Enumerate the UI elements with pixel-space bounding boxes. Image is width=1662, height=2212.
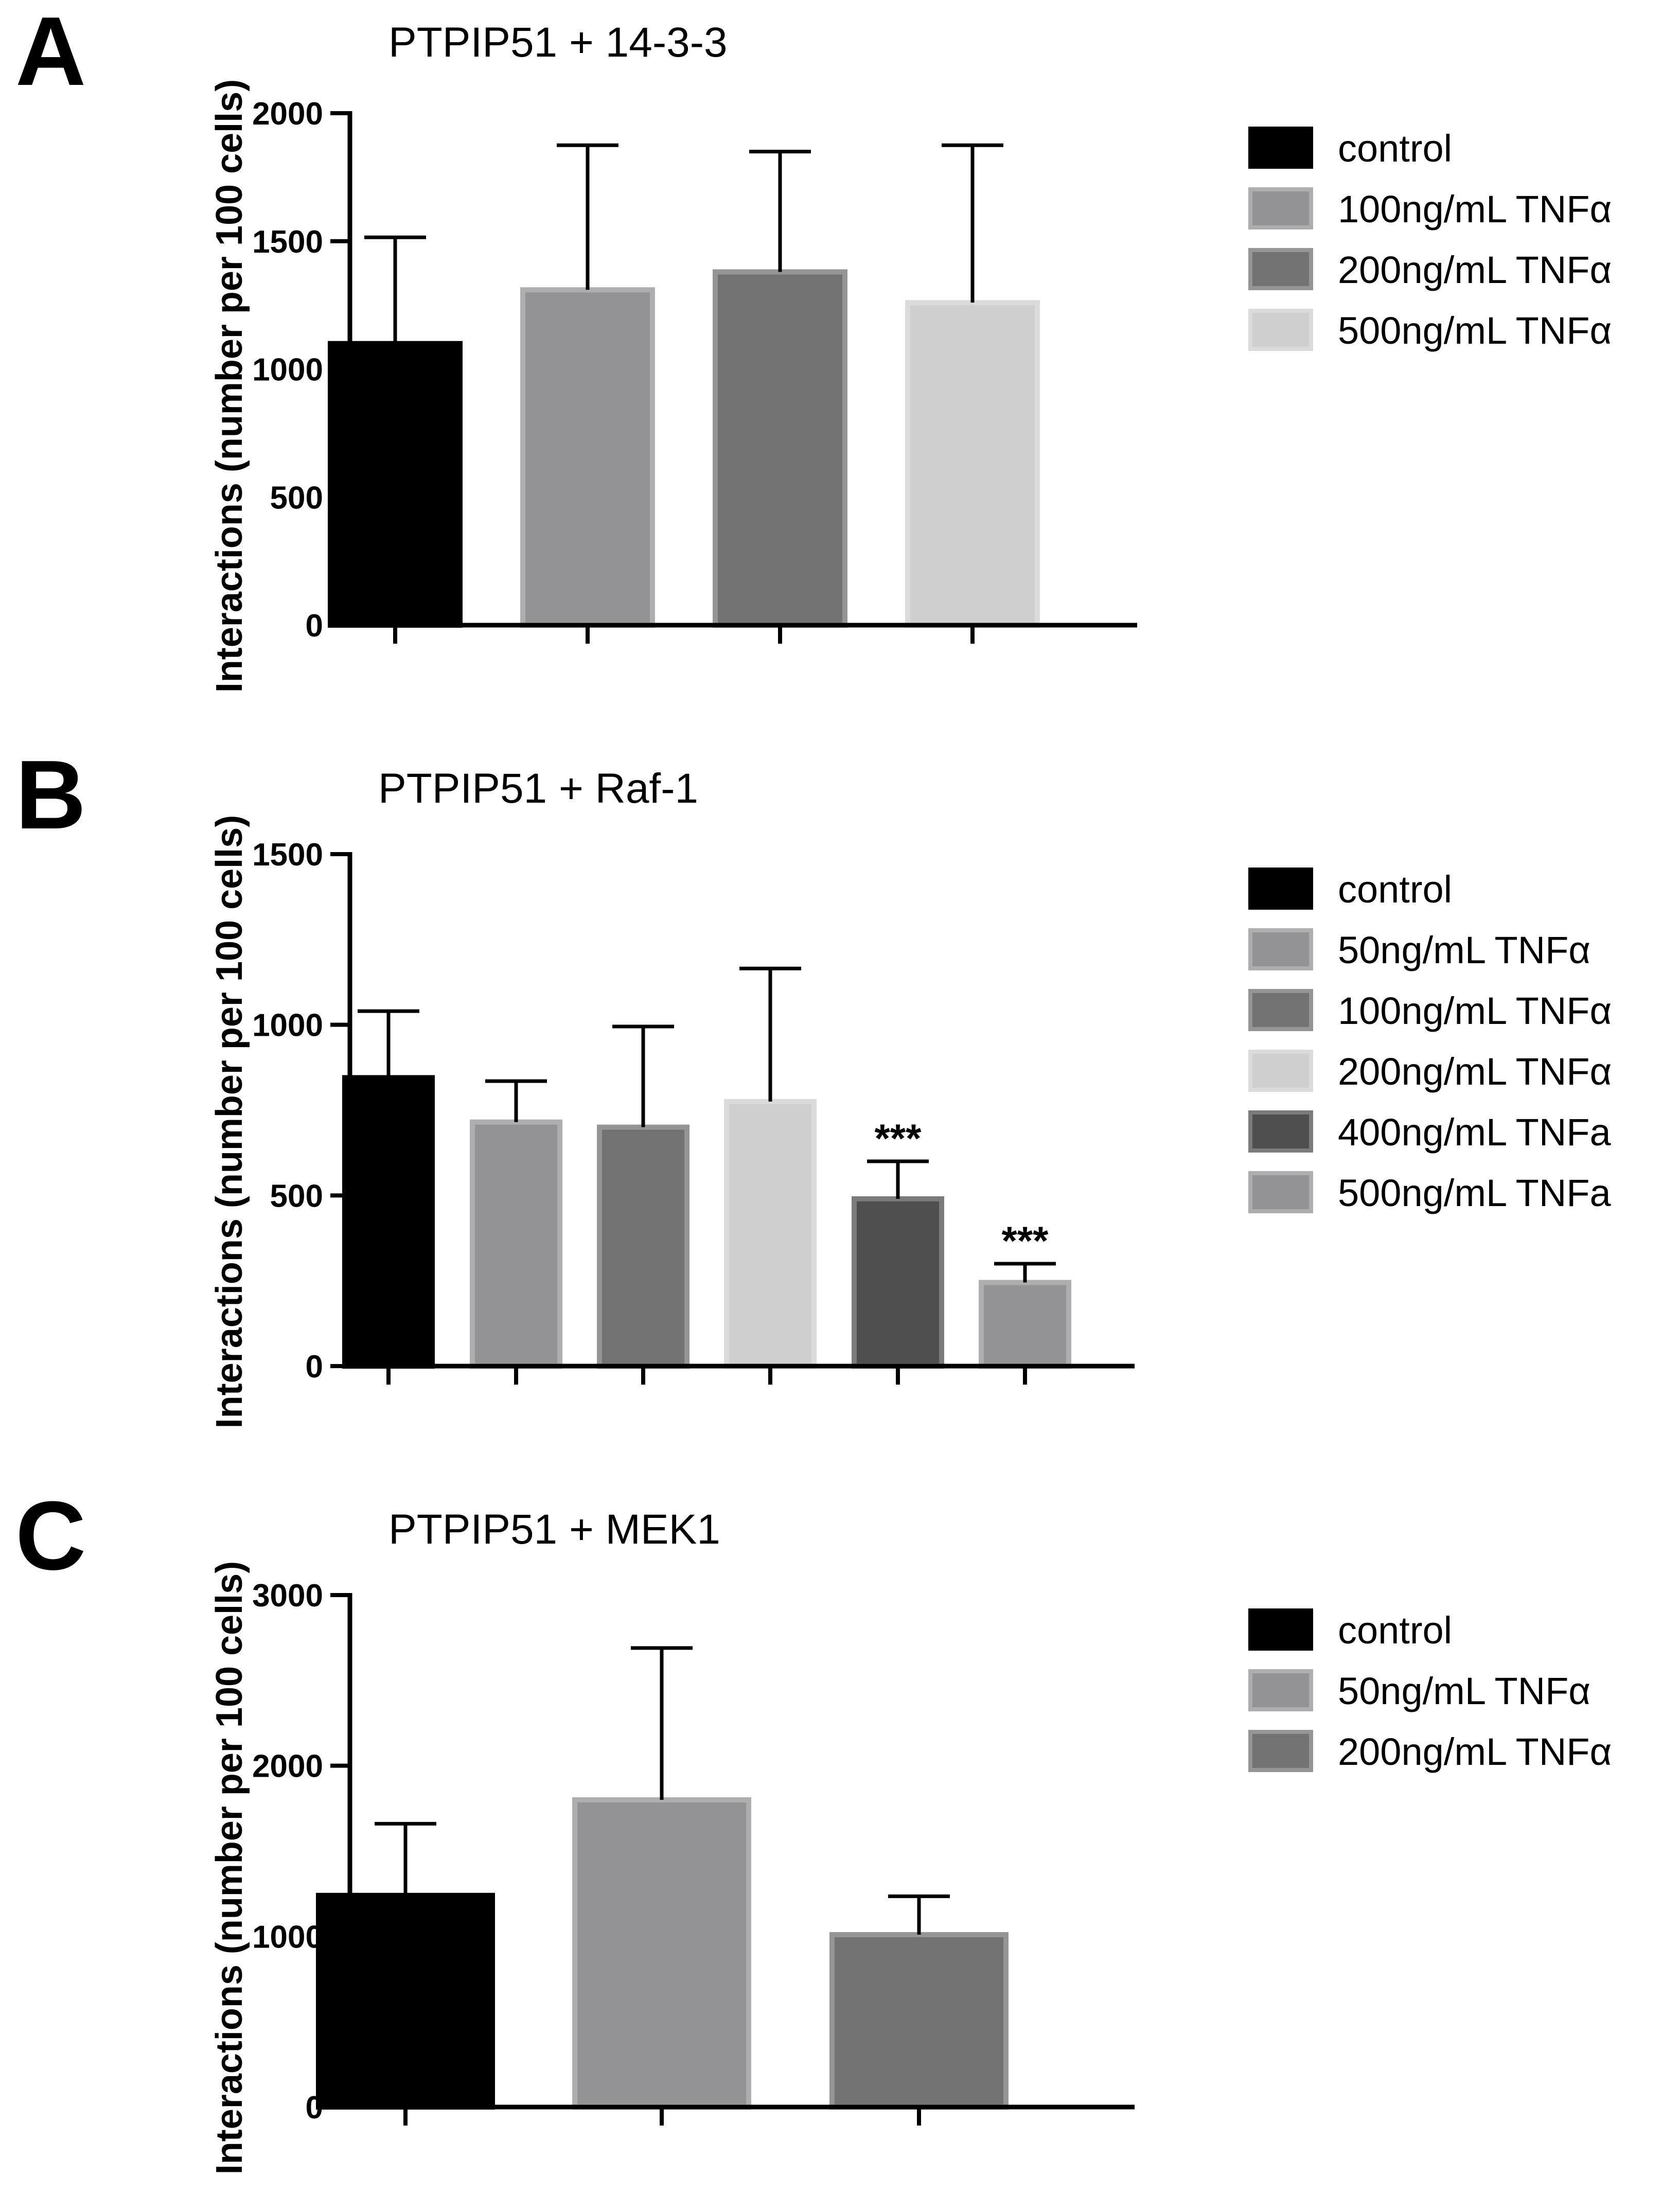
legend-entry: 100ng/mL TNFα [1338, 989, 1612, 1032]
bar [597, 1124, 689, 1369]
y-tick-label: 1500 [252, 224, 323, 260]
legend-entry: control [1338, 868, 1452, 911]
panel-b: B PTPIP51 + Raf-1 Interactions (number per… [15, 740, 1612, 1428]
legend-entry: 200ng/mL TNFα [1338, 1050, 1612, 1093]
legend-swatch [1248, 989, 1313, 1031]
legend-swatch [1248, 187, 1313, 229]
y-tick-label: 1000 [252, 1919, 323, 1955]
legend-entry: control [1338, 1609, 1452, 1652]
y-tick-label: 0 [306, 608, 323, 644]
y-tick-label: 1500 [252, 837, 323, 873]
legend: control 50ng/mL TNFα 100ng/mL TNFα 200ng/mL… [1248, 868, 1612, 1214]
significance-label: *** [874, 1116, 922, 1161]
y-axis-label: Interactions (number per 100 cells) [209, 815, 250, 1428]
chart-title: PTPIP51 + MEK1 [388, 1506, 720, 1553]
legend-entry: 200ng/mL TNFα [1338, 1730, 1612, 1773]
legend-swatch [1248, 868, 1313, 910]
legend-swatch [1248, 1110, 1313, 1153]
y-axis-label: Interactions (number per 100 cells) [209, 1561, 250, 2174]
bar [979, 1280, 1071, 1369]
panel-c: C PTPIP51 + MEK1 Interactions (number per … [15, 1481, 1612, 2174]
significance-label: *** [1001, 1218, 1049, 1263]
legend-swatch [1248, 1050, 1313, 1092]
panel-letter: B [15, 740, 86, 850]
legend-entry: control [1338, 127, 1452, 170]
legend-swatch [1248, 127, 1313, 169]
legend-entry: 50ng/mL TNFα [1338, 1670, 1590, 1712]
legend-swatch [1248, 309, 1313, 351]
bar [572, 1797, 751, 2110]
bar [316, 1892, 495, 2110]
legend-entry: 500ng/mL TNFα [1338, 309, 1612, 352]
y-tick-label: 2000 [252, 96, 323, 132]
bar [905, 300, 1040, 628]
legend: control 100ng/mL TNFα 200ng/mL TNFα 500ng/m… [1248, 127, 1612, 352]
y-tick-label: 500 [270, 480, 323, 516]
legend-swatch [1248, 1171, 1313, 1213]
y-axis-label: Interactions (number per 100 cells) [209, 79, 250, 693]
y-tick-label: 3000 [252, 1578, 323, 1614]
chart-title: PTPIP51 + 14-3-3 [388, 19, 728, 66]
legend-entry: 400ng/mL TNFa [1338, 1111, 1611, 1154]
legend-entry: 500ng/mL TNFa [1338, 1172, 1611, 1214]
y-tick-label: 1000 [252, 352, 323, 388]
y-tick-label: 0 [306, 2090, 323, 2126]
y-tick-label: 0 [306, 1349, 323, 1385]
legend-swatch [1248, 1669, 1313, 1711]
legend-swatch [1248, 928, 1313, 970]
bar [520, 287, 655, 628]
legend-swatch [1248, 248, 1313, 290]
legend-entry: 50ng/mL TNFα [1338, 929, 1590, 971]
bar [713, 269, 847, 628]
bar [724, 1099, 817, 1369]
legend-entry: 200ng/mL TNFα [1338, 249, 1612, 291]
legend-swatch [1248, 1608, 1313, 1651]
legend: control 50ng/mL TNFα 200ng/mL TNFα [1248, 1608, 1612, 1773]
bar [342, 1075, 435, 1369]
legend-swatch [1248, 1730, 1313, 1772]
bar [829, 1932, 1009, 2110]
y-tick-label: 1000 [252, 1008, 323, 1043]
bar [852, 1196, 944, 1369]
panel-letter: C [15, 1481, 86, 1590]
y-tick-label: 2000 [252, 1749, 323, 1784]
bar [470, 1119, 562, 1369]
panel-a: A PTPIP51 + 14-3-3 Interactions (number pe… [15, 0, 1612, 693]
legend-entry: 100ng/mL TNFα [1338, 188, 1612, 231]
chart-title: PTPIP51 + Raf-1 [378, 765, 698, 812]
panel-letter: A [15, 0, 86, 106]
y-tick-label: 500 [270, 1178, 323, 1214]
